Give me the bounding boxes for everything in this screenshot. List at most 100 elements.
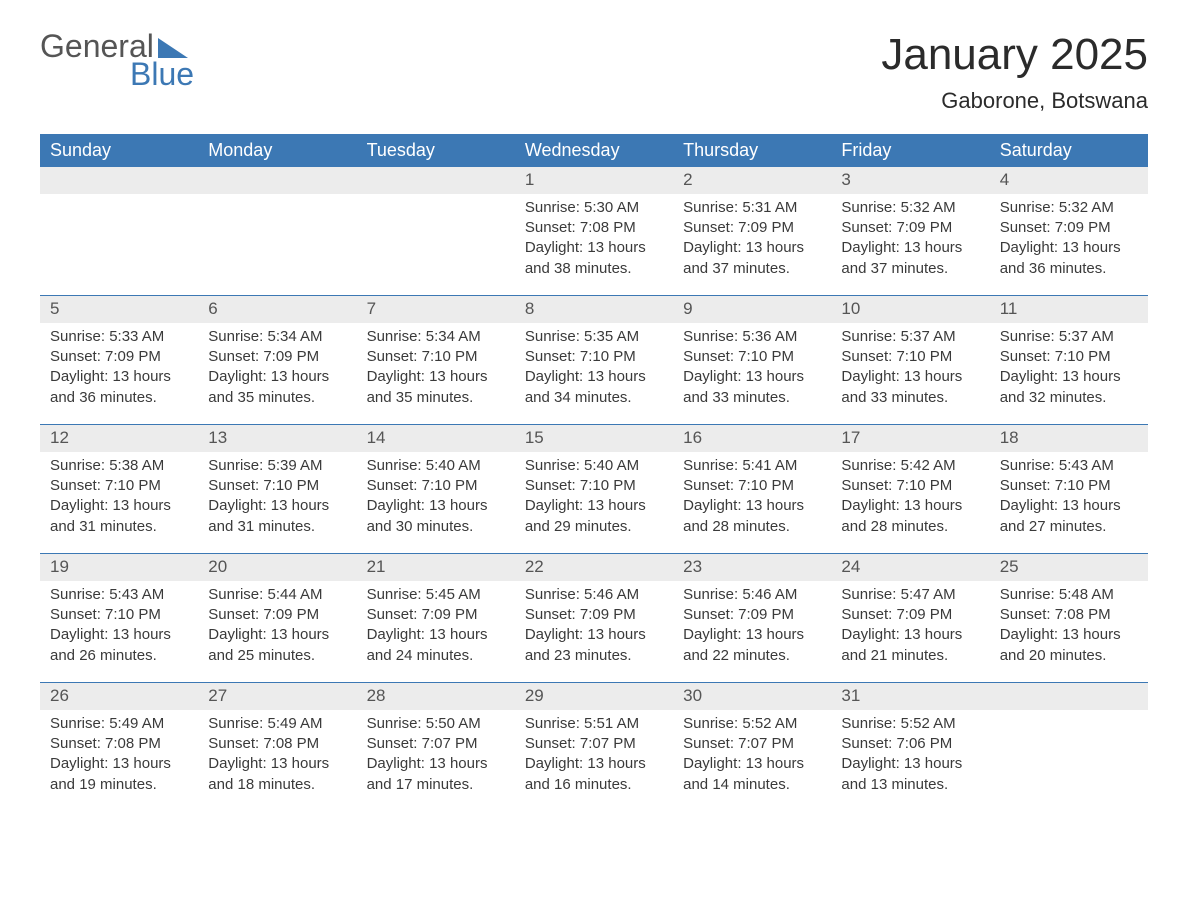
daylight-text: Daylight: 13 hours and 28 minutes. xyxy=(683,496,821,537)
day-body: Sunrise: 5:46 AMSunset: 7:09 PMDaylight:… xyxy=(673,581,831,666)
day-body: Sunrise: 5:31 AMSunset: 7:09 PMDaylight:… xyxy=(673,194,831,279)
week-row: 19Sunrise: 5:43 AMSunset: 7:10 PMDayligh… xyxy=(40,553,1148,682)
sunrise-text: Sunrise: 5:49 AM xyxy=(208,714,346,734)
sunrise-text: Sunrise: 5:46 AM xyxy=(683,585,821,605)
day-body: Sunrise: 5:47 AMSunset: 7:09 PMDaylight:… xyxy=(831,581,989,666)
day-cell xyxy=(357,167,515,295)
daylight-text: Daylight: 13 hours and 19 minutes. xyxy=(50,754,188,795)
sunset-text: Sunset: 7:10 PM xyxy=(367,347,505,367)
day-number: 4 xyxy=(990,167,1148,194)
daylight-text: Daylight: 13 hours and 16 minutes. xyxy=(525,754,663,795)
header-area: General Blue January 2025 Gaborone, Bots… xyxy=(40,30,1148,114)
sunrise-text: Sunrise: 5:49 AM xyxy=(50,714,188,734)
sunset-text: Sunset: 7:10 PM xyxy=(367,476,505,496)
day-cell: 16Sunrise: 5:41 AMSunset: 7:10 PMDayligh… xyxy=(673,425,831,553)
sunset-text: Sunset: 7:09 PM xyxy=(683,605,821,625)
day-number: 23 xyxy=(673,554,831,581)
day-number: 15 xyxy=(515,425,673,452)
week-row: 1Sunrise: 5:30 AMSunset: 7:08 PMDaylight… xyxy=(40,167,1148,295)
day-body: Sunrise: 5:41 AMSunset: 7:10 PMDaylight:… xyxy=(673,452,831,537)
sunrise-text: Sunrise: 5:44 AM xyxy=(208,585,346,605)
sunset-text: Sunset: 7:09 PM xyxy=(50,347,188,367)
sunrise-text: Sunrise: 5:38 AM xyxy=(50,456,188,476)
location-label: Gaborone, Botswana xyxy=(881,88,1148,114)
sunset-text: Sunset: 7:09 PM xyxy=(841,605,979,625)
sunrise-text: Sunrise: 5:32 AM xyxy=(841,198,979,218)
day-number: 24 xyxy=(831,554,989,581)
day-number: 14 xyxy=(357,425,515,452)
daylight-text: Daylight: 13 hours and 30 minutes. xyxy=(367,496,505,537)
day-body: Sunrise: 5:46 AMSunset: 7:09 PMDaylight:… xyxy=(515,581,673,666)
day-cell: 24Sunrise: 5:47 AMSunset: 7:09 PMDayligh… xyxy=(831,554,989,682)
day-body: Sunrise: 5:42 AMSunset: 7:10 PMDaylight:… xyxy=(831,452,989,537)
day-body: Sunrise: 5:43 AMSunset: 7:10 PMDaylight:… xyxy=(990,452,1148,537)
day-body: Sunrise: 5:33 AMSunset: 7:09 PMDaylight:… xyxy=(40,323,198,408)
day-body xyxy=(40,194,198,198)
day-number: 30 xyxy=(673,683,831,710)
sunset-text: Sunset: 7:09 PM xyxy=(1000,218,1138,238)
daylight-text: Daylight: 13 hours and 17 minutes. xyxy=(367,754,505,795)
day-number: 18 xyxy=(990,425,1148,452)
sunset-text: Sunset: 7:08 PM xyxy=(50,734,188,754)
day-body: Sunrise: 5:51 AMSunset: 7:07 PMDaylight:… xyxy=(515,710,673,795)
day-body xyxy=(357,194,515,198)
daylight-text: Daylight: 13 hours and 33 minutes. xyxy=(683,367,821,408)
sunset-text: Sunset: 7:07 PM xyxy=(525,734,663,754)
day-cell: 19Sunrise: 5:43 AMSunset: 7:10 PMDayligh… xyxy=(40,554,198,682)
sunset-text: Sunset: 7:10 PM xyxy=(841,347,979,367)
logo: General Blue xyxy=(40,30,194,90)
day-cell: 28Sunrise: 5:50 AMSunset: 7:07 PMDayligh… xyxy=(357,683,515,811)
sunrise-text: Sunrise: 5:46 AM xyxy=(525,585,663,605)
day-cell: 15Sunrise: 5:40 AMSunset: 7:10 PMDayligh… xyxy=(515,425,673,553)
daylight-text: Daylight: 13 hours and 28 minutes. xyxy=(841,496,979,537)
daylight-text: Daylight: 13 hours and 32 minutes. xyxy=(1000,367,1138,408)
day-cell: 18Sunrise: 5:43 AMSunset: 7:10 PMDayligh… xyxy=(990,425,1148,553)
day-body: Sunrise: 5:32 AMSunset: 7:09 PMDaylight:… xyxy=(990,194,1148,279)
sunset-text: Sunset: 7:09 PM xyxy=(841,218,979,238)
sunset-text: Sunset: 7:10 PM xyxy=(50,476,188,496)
weekday-header: Thursday xyxy=(673,134,831,167)
day-body: Sunrise: 5:45 AMSunset: 7:09 PMDaylight:… xyxy=(357,581,515,666)
day-number: 22 xyxy=(515,554,673,581)
day-body: Sunrise: 5:30 AMSunset: 7:08 PMDaylight:… xyxy=(515,194,673,279)
daylight-text: Daylight: 13 hours and 13 minutes. xyxy=(841,754,979,795)
day-body: Sunrise: 5:39 AMSunset: 7:10 PMDaylight:… xyxy=(198,452,356,537)
weekday-header: Saturday xyxy=(990,134,1148,167)
day-cell: 13Sunrise: 5:39 AMSunset: 7:10 PMDayligh… xyxy=(198,425,356,553)
day-number xyxy=(990,683,1148,710)
daylight-text: Daylight: 13 hours and 36 minutes. xyxy=(50,367,188,408)
day-number: 2 xyxy=(673,167,831,194)
day-body: Sunrise: 5:34 AMSunset: 7:10 PMDaylight:… xyxy=(357,323,515,408)
day-body: Sunrise: 5:34 AMSunset: 7:09 PMDaylight:… xyxy=(198,323,356,408)
day-cell xyxy=(198,167,356,295)
day-body: Sunrise: 5:50 AMSunset: 7:07 PMDaylight:… xyxy=(357,710,515,795)
weekday-header: Sunday xyxy=(40,134,198,167)
sunrise-text: Sunrise: 5:37 AM xyxy=(841,327,979,347)
sunset-text: Sunset: 7:10 PM xyxy=(683,347,821,367)
sunrise-text: Sunrise: 5:45 AM xyxy=(367,585,505,605)
day-body: Sunrise: 5:49 AMSunset: 7:08 PMDaylight:… xyxy=(40,710,198,795)
weeks-container: 1Sunrise: 5:30 AMSunset: 7:08 PMDaylight… xyxy=(40,167,1148,811)
day-body: Sunrise: 5:44 AMSunset: 7:09 PMDaylight:… xyxy=(198,581,356,666)
day-body: Sunrise: 5:49 AMSunset: 7:08 PMDaylight:… xyxy=(198,710,356,795)
daylight-text: Daylight: 13 hours and 35 minutes. xyxy=(208,367,346,408)
day-cell: 7Sunrise: 5:34 AMSunset: 7:10 PMDaylight… xyxy=(357,296,515,424)
day-cell: 20Sunrise: 5:44 AMSunset: 7:09 PMDayligh… xyxy=(198,554,356,682)
day-body xyxy=(198,194,356,198)
day-number: 11 xyxy=(990,296,1148,323)
daylight-text: Daylight: 13 hours and 37 minutes. xyxy=(841,238,979,279)
day-cell: 21Sunrise: 5:45 AMSunset: 7:09 PMDayligh… xyxy=(357,554,515,682)
sunrise-text: Sunrise: 5:33 AM xyxy=(50,327,188,347)
sunrise-text: Sunrise: 5:43 AM xyxy=(1000,456,1138,476)
daylight-text: Daylight: 13 hours and 33 minutes. xyxy=(841,367,979,408)
day-body: Sunrise: 5:37 AMSunset: 7:10 PMDaylight:… xyxy=(831,323,989,408)
day-number: 20 xyxy=(198,554,356,581)
day-number: 6 xyxy=(198,296,356,323)
day-cell xyxy=(990,683,1148,811)
day-number: 17 xyxy=(831,425,989,452)
day-cell: 10Sunrise: 5:37 AMSunset: 7:10 PMDayligh… xyxy=(831,296,989,424)
day-number: 27 xyxy=(198,683,356,710)
day-number: 7 xyxy=(357,296,515,323)
day-cell: 30Sunrise: 5:52 AMSunset: 7:07 PMDayligh… xyxy=(673,683,831,811)
day-cell: 25Sunrise: 5:48 AMSunset: 7:08 PMDayligh… xyxy=(990,554,1148,682)
